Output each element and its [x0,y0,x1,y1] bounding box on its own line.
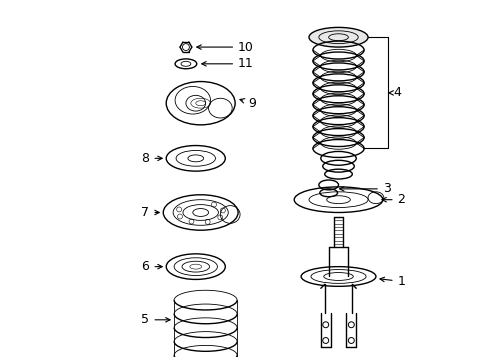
Text: 7: 7 [141,206,159,219]
Text: 5: 5 [141,313,170,326]
Text: 11: 11 [202,57,253,70]
Text: 8: 8 [141,152,162,165]
Text: 2: 2 [381,193,405,206]
Text: 10: 10 [197,41,253,54]
Text: 6: 6 [142,260,162,273]
Text: 9: 9 [240,97,255,110]
Text: 4: 4 [393,86,401,99]
Text: 1: 1 [379,275,405,288]
Text: 3: 3 [339,183,390,195]
Ellipse shape [308,27,367,47]
